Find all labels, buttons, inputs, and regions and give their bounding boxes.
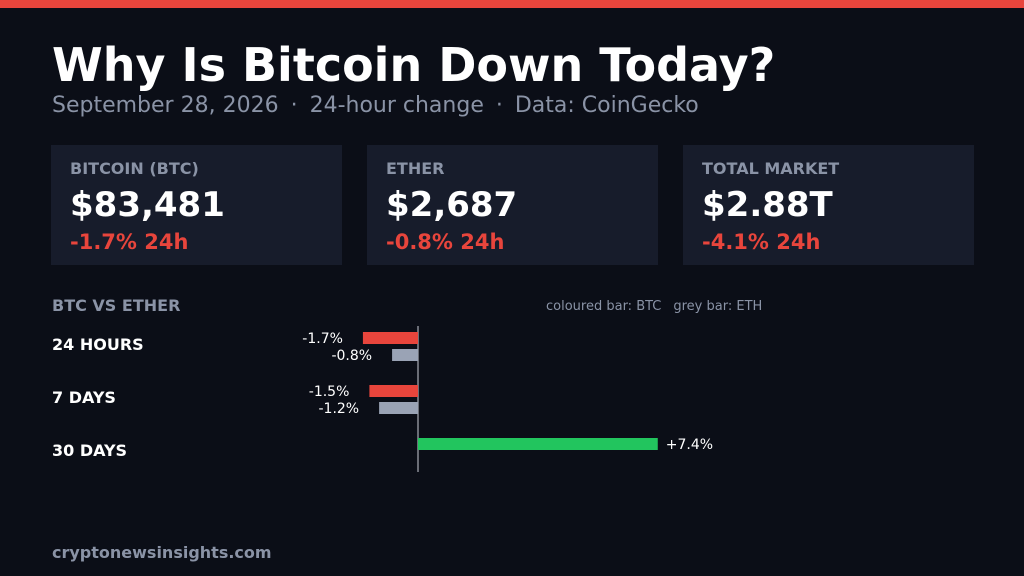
accent-top-bar — [0, 0, 1024, 8]
subtitle-date: September 28, 2026 — [52, 93, 279, 118]
card-change: -1.7% 24h — [70, 230, 189, 254]
subtitle-source: Data: CoinGecko — [514, 93, 699, 118]
total-market-card: TOTAL MARKET $2.88T -4.1% 24h — [683, 145, 974, 265]
footer-site: cryptonewsinsights.com — [52, 543, 272, 562]
card-label: ETHER — [386, 159, 445, 178]
chart-title: BTC VS ETHER — [52, 296, 181, 315]
legend-btc-text: coloured bar: BTC — [546, 299, 662, 314]
btc-value-label: -1.7% — [302, 331, 343, 347]
legend-eth-text: grey bar: ETH — [673, 299, 763, 314]
eth-value-label: -1.2% — [318, 401, 359, 417]
category-label: 30 DAYS — [52, 441, 127, 460]
eth-value-label: -0.8% — [331, 348, 372, 364]
bitcoin-card: BITCOIN (BTC) $83,481 -1.7% 24h — [51, 145, 342, 265]
subtitle-separator: · — [495, 93, 503, 118]
category-label: 24 HOURS — [52, 335, 144, 354]
eth-bar — [392, 349, 418, 361]
chart-legend: coloured bar: BTC grey bar: ETH — [546, 299, 762, 314]
btc-value-label: +7.4% — [666, 437, 713, 453]
subtitle-change-note: 24-hour change — [309, 93, 484, 118]
subtitle-separator: · — [290, 93, 298, 118]
ether-card: ETHER $2,687 -0.8% 24h — [367, 145, 658, 265]
card-label: TOTAL MARKET — [702, 159, 840, 178]
card-change: -4.1% 24h — [702, 230, 821, 254]
card-value: $83,481 — [70, 185, 225, 225]
card-value: $2.88T — [702, 185, 833, 225]
card-change: -0.8% 24h — [386, 230, 505, 254]
btc-bar — [369, 385, 418, 397]
btc-bar — [418, 438, 658, 450]
btc-value-label: -1.5% — [309, 384, 350, 400]
page-title: Why Is Bitcoin Down Today? — [52, 38, 776, 92]
card-value: $2,687 — [386, 185, 518, 225]
btc-bar — [362, 332, 418, 344]
eth-bar — [379, 402, 418, 414]
card-label: BITCOIN (BTC) — [70, 159, 199, 178]
category-label: 7 DAYS — [52, 388, 116, 407]
page-subtitle: September 28, 2026 · 24-hour change · Data: … — [52, 93, 699, 118]
